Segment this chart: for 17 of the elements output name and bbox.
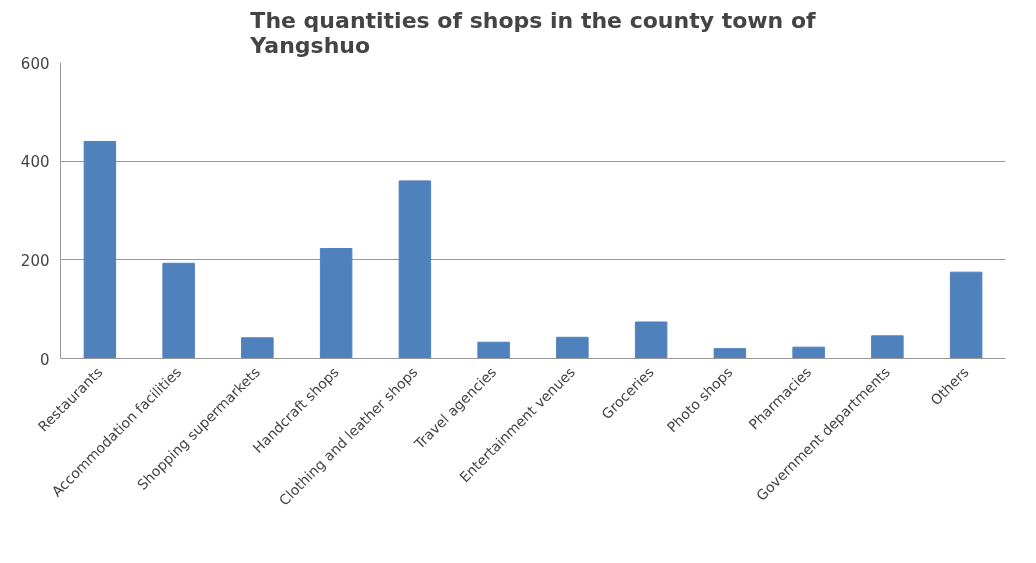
bar: [398, 180, 432, 359]
y-tick-label: 400: [20, 153, 50, 172]
bar: [83, 140, 117, 359]
bar: [319, 247, 353, 359]
bar: [713, 348, 747, 359]
chart-title: The quantities of shops in the county town of Yangshuo: [249, 7, 817, 58]
bar: [634, 321, 668, 359]
bar: [477, 341, 510, 359]
bar: [556, 336, 589, 359]
bar: [241, 337, 274, 359]
bar: [871, 335, 904, 359]
bar: [792, 346, 825, 359]
y-tick-label: 600: [20, 54, 50, 73]
y-tick-label: 0: [39, 350, 50, 369]
y-tick-label: 200: [20, 251, 50, 270]
bar: [162, 262, 195, 359]
bar: [949, 271, 983, 359]
